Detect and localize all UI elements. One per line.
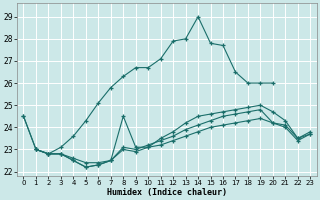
X-axis label: Humidex (Indice chaleur): Humidex (Indice chaleur) bbox=[107, 188, 227, 197]
